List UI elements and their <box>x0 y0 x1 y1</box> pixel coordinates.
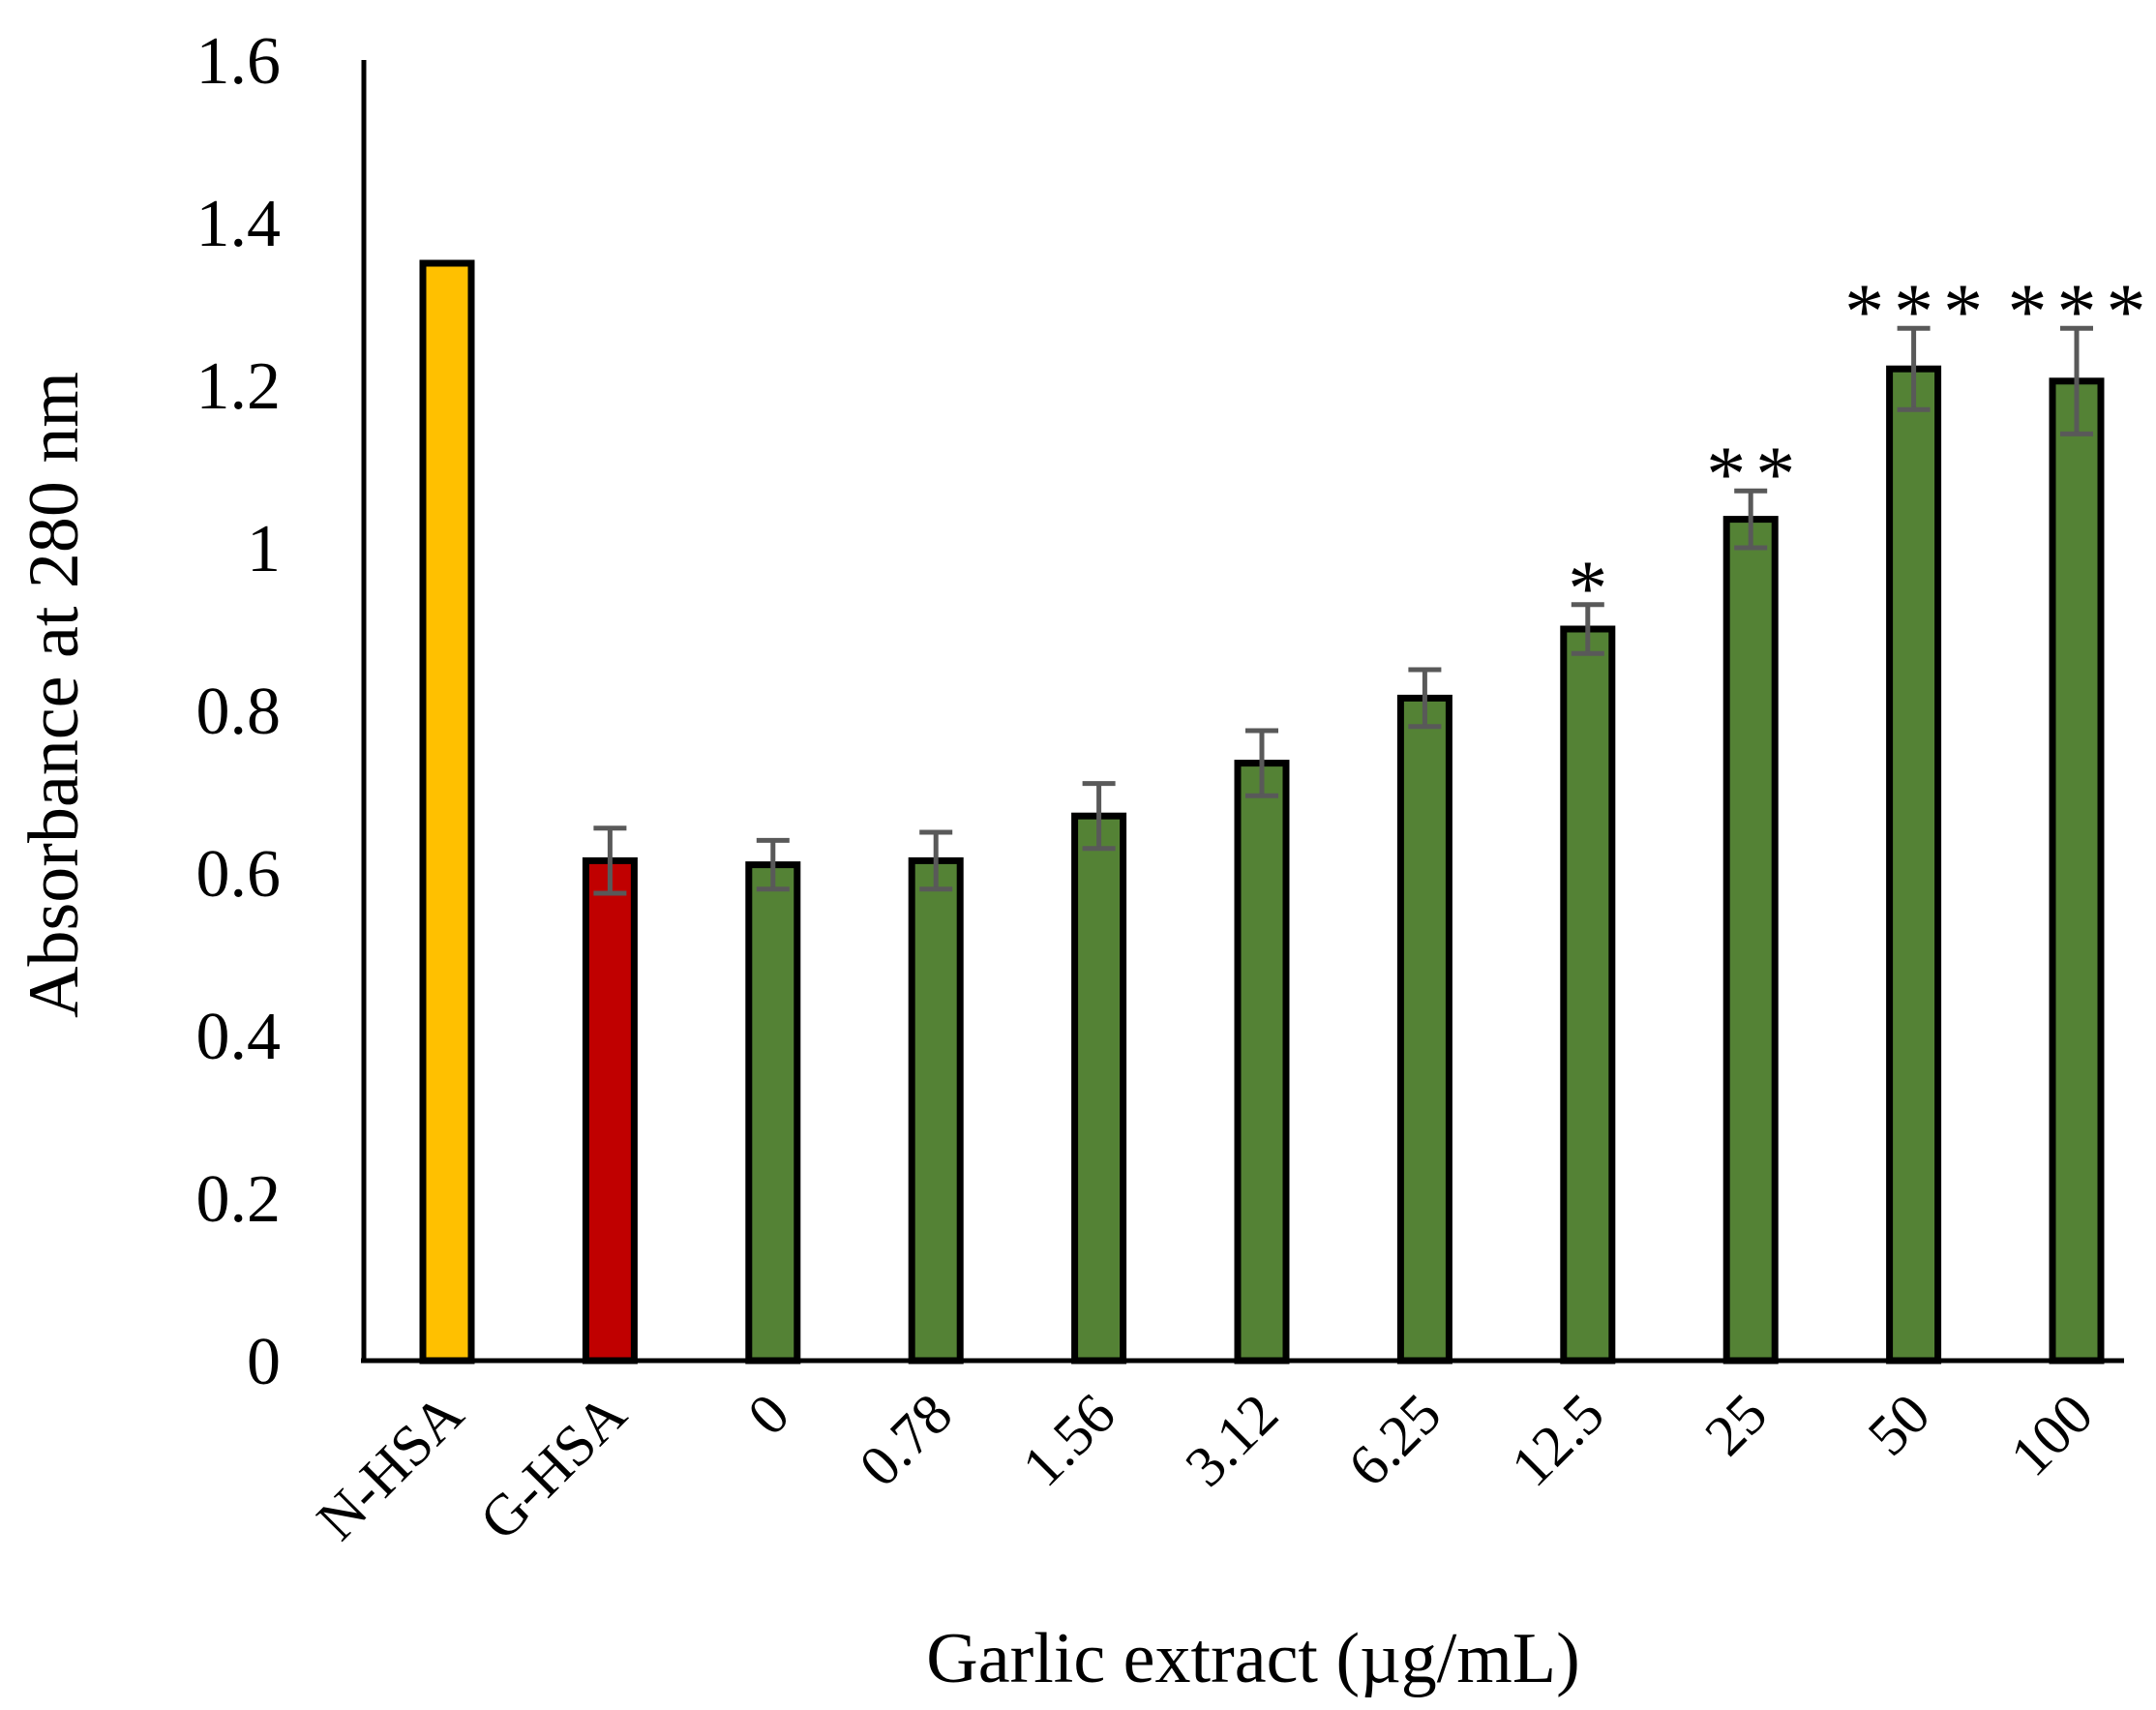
y-tick-label: 1.6 <box>196 24 282 99</box>
y-tick-label: 0.8 <box>196 675 282 749</box>
bar-0.78 <box>908 856 964 1365</box>
y-tick-label: 1 <box>247 512 281 586</box>
error-bar-3.12 <box>1245 728 1278 798</box>
x-category-label: 0.78 <box>847 1382 964 1499</box>
error-bar-6.25 <box>1408 667 1442 730</box>
y-tick-label: 0.4 <box>196 1000 282 1074</box>
x-category-label: 0 <box>735 1382 801 1448</box>
bar-100 <box>2049 377 2105 1365</box>
significance-marker: *** <box>2008 267 2156 355</box>
bar-12.5 <box>1560 625 1616 1365</box>
y-tick-label: 1.4 <box>196 187 282 261</box>
x-category-label: G-HSA <box>467 1382 638 1552</box>
error-bar-25 <box>1734 488 1768 551</box>
x-category-label: 3.12 <box>1173 1382 1290 1499</box>
error-bar-G-HSA <box>593 825 627 896</box>
bar-25 <box>1722 516 1779 1365</box>
error-bar-0.78 <box>919 829 953 892</box>
significance-marker: *** <box>1844 267 1992 355</box>
x-category-label: 1.56 <box>1010 1382 1127 1499</box>
y-tick-label: 0.6 <box>196 837 282 912</box>
bar-3.12 <box>1234 760 1290 1365</box>
error-bar-0 <box>756 837 790 892</box>
error-bars <box>593 325 2093 896</box>
bar-1.56 <box>1071 812 1127 1365</box>
bar-N-HSA <box>419 259 475 1365</box>
bars <box>419 259 2105 1365</box>
significance-markers: ****** *** <box>1568 267 2156 632</box>
x-category-label: 100 <box>1998 1382 2105 1488</box>
bar-G-HSA <box>582 856 638 1365</box>
y-tick-label: 0 <box>247 1325 281 1399</box>
y-axis-title: Absorbance at 280 nm <box>15 372 94 1018</box>
x-category-label: 6.25 <box>1336 1382 1453 1499</box>
error-bar-100 <box>2060 325 2093 436</box>
y-tick-label: 0.2 <box>196 1162 282 1237</box>
error-bar-50 <box>1897 325 1931 412</box>
bar-50 <box>1886 365 1942 1365</box>
bar-6.25 <box>1396 694 1452 1365</box>
significance-marker: ** <box>1706 430 1805 518</box>
significance-marker: * <box>1568 544 1617 632</box>
x-category-label: 25 <box>1692 1382 1779 1468</box>
y-axis-ticks: 0 0.2 0.4 0.6 0.8 1 1.2 1.4 1.6 <box>196 24 282 1399</box>
x-axis-title: Garlic extract (µg/mL) <box>926 1619 1579 1698</box>
x-category-label: N-HSA <box>305 1382 475 1552</box>
bar-0 <box>745 861 801 1365</box>
error-bar-1.56 <box>1082 781 1116 852</box>
x-category-label: 50 <box>1856 1382 1942 1468</box>
y-tick-label: 1.2 <box>196 349 282 424</box>
error-bar-12.5 <box>1571 602 1604 656</box>
x-category-label: 12.5 <box>1499 1382 1616 1499</box>
